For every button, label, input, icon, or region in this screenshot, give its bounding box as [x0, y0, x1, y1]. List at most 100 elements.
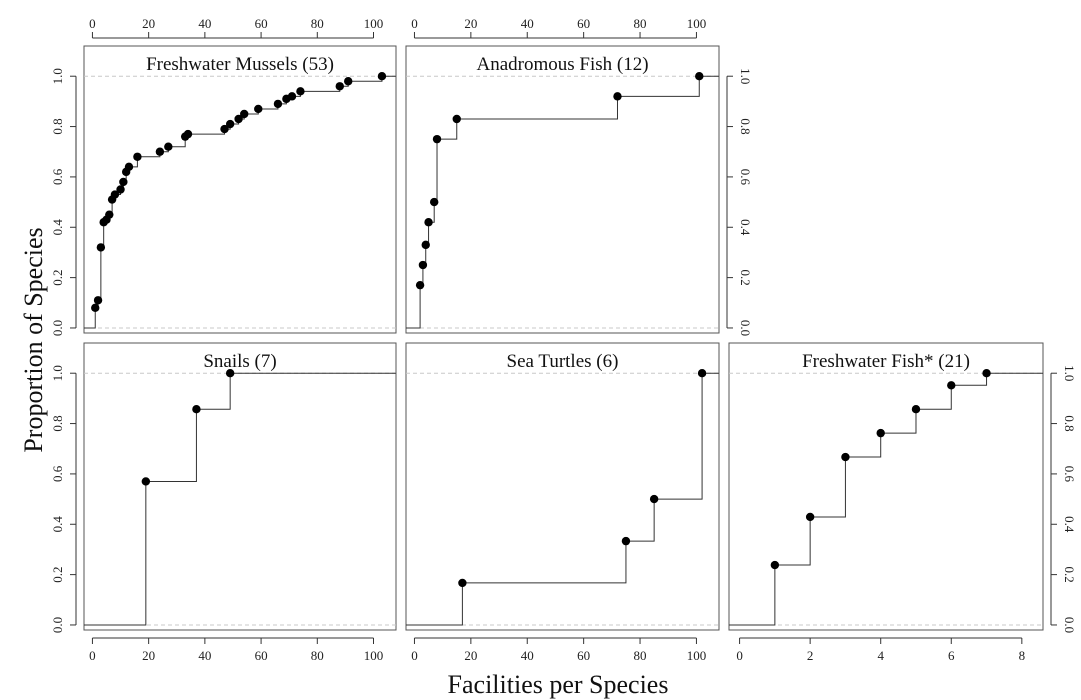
panel-frame	[405, 342, 720, 631]
x-tick-label: 40	[521, 648, 534, 663]
data-point	[421, 240, 430, 250]
y-tick-label: 0.6	[738, 169, 753, 186]
data-point	[770, 560, 780, 570]
step-line	[406, 75, 719, 329]
x-tick-label: 40	[198, 648, 211, 663]
x-tick-label: 80	[634, 16, 647, 31]
x-axis-title: Facilities per Species	[448, 670, 669, 699]
data-point	[982, 369, 991, 378]
data-point	[424, 218, 433, 227]
data-point	[155, 147, 165, 156]
data-point	[164, 142, 173, 151]
x-tick-label: 60	[577, 16, 590, 31]
x-tick-label: 0	[89, 16, 96, 31]
panel-title: Sea Turtles (6)	[507, 351, 619, 372]
x-tick-label: 100	[364, 16, 384, 31]
y-tick-label: 0.8	[50, 415, 65, 431]
data-point	[225, 369, 235, 378]
panel-frame	[83, 45, 397, 334]
data-point	[335, 82, 344, 91]
x-tick-label: 60	[255, 16, 268, 31]
step-line	[729, 372, 1043, 626]
y-tick-label: 0.8	[1062, 415, 1077, 431]
x-tick-label: 60	[577, 648, 590, 663]
data-point	[296, 87, 305, 96]
x-tick-label: 8	[1019, 648, 1026, 663]
panel-title: Freshwater Fish* (21)	[802, 351, 970, 372]
data-point	[133, 152, 142, 161]
data-point	[452, 114, 461, 124]
panel-3: Snails (7) 0 20 40 60 80 100 0.0 0.2 0.4 0.6 0.8 1.0	[50, 342, 397, 663]
y-tick-label: 1.0	[1062, 365, 1077, 381]
data-point	[805, 512, 815, 522]
panel-frame	[83, 342, 397, 631]
data-point	[91, 303, 100, 313]
data-point	[344, 77, 353, 86]
y-tick-label: 0.4	[50, 219, 65, 236]
y-tick-label: 0.2	[738, 269, 753, 285]
y-axis-title: Proportion of Species	[19, 227, 48, 452]
x-tick-label: 100	[687, 16, 707, 31]
x-tick-label: 40	[521, 16, 534, 31]
data-point	[116, 185, 125, 194]
x-tick-label: 60	[255, 648, 268, 663]
data-point	[110, 190, 120, 199]
step-line	[84, 75, 396, 329]
data-point	[192, 405, 201, 414]
y-tick-label: 0.0	[50, 617, 65, 633]
y-tick-label: 0.4	[1062, 516, 1077, 533]
y-tick-label: 0.4	[738, 219, 753, 236]
data-point	[254, 104, 263, 114]
x-tick-label: 80	[634, 648, 647, 663]
y-tick-label: 0.0	[738, 320, 753, 336]
panel-2: Anadromous Fish (12) 0 20 40 60 80 100 0.0 0.2 0.…	[405, 16, 753, 336]
step-line	[84, 372, 396, 626]
x-tick-label: 80	[311, 16, 324, 31]
data-point	[695, 72, 704, 81]
data-point	[234, 114, 243, 124]
data-point	[183, 129, 193, 139]
panel-title: Snails (7)	[203, 351, 276, 372]
data-point	[105, 210, 114, 219]
x-tick-label: 100	[687, 648, 707, 663]
x-tick-label: 80	[311, 648, 324, 663]
data-point	[429, 197, 439, 207]
x-tick-label: 6	[948, 648, 955, 663]
panel-1: Freshwater Mussels (53) 0 20 40 60 80 100 0.0 0.…	[50, 16, 397, 336]
panel-frame	[405, 45, 720, 334]
panel-frame	[728, 342, 1044, 631]
data-point	[240, 109, 249, 119]
panel-title: Freshwater Mussels (53)	[146, 54, 334, 75]
panel-title: Anadromous Fish (12)	[476, 54, 648, 75]
data-point	[458, 578, 467, 588]
data-point	[697, 369, 707, 378]
y-tick-label: 0.4	[50, 516, 65, 533]
step-line	[406, 372, 719, 626]
x-tick-label: 100	[364, 648, 384, 663]
data-point	[418, 260, 428, 270]
x-tick-label: 20	[142, 16, 155, 31]
panels: Freshwater Mussels (53)0 20 40 60 80 1000.00.…	[50, 16, 1077, 663]
y-tick-label: 0.2	[1062, 566, 1077, 582]
data-point	[287, 92, 297, 101]
panel-4: Sea Turtles (6) 0 20 40 60 80 100	[405, 342, 720, 663]
y-tick-label: 0.8	[738, 118, 753, 134]
y-tick-label: 0.0	[50, 320, 65, 336]
x-tick-label: 0	[411, 16, 418, 31]
x-tick-label: 0	[89, 648, 96, 663]
data-point	[947, 381, 956, 390]
data-point	[141, 477, 151, 486]
x-tick-label: 0	[736, 648, 743, 663]
data-point	[432, 134, 442, 144]
data-point	[415, 280, 425, 290]
data-point	[119, 177, 128, 187]
y-tick-label: 0.6	[50, 168, 65, 185]
x-tick-label: 20	[464, 648, 477, 663]
data-point	[93, 296, 103, 305]
y-tick-label: 0.6	[1062, 466, 1077, 483]
x-tick-label: 20	[142, 648, 155, 663]
data-point	[649, 494, 659, 504]
data-point	[225, 119, 235, 129]
data-point	[621, 536, 631, 546]
